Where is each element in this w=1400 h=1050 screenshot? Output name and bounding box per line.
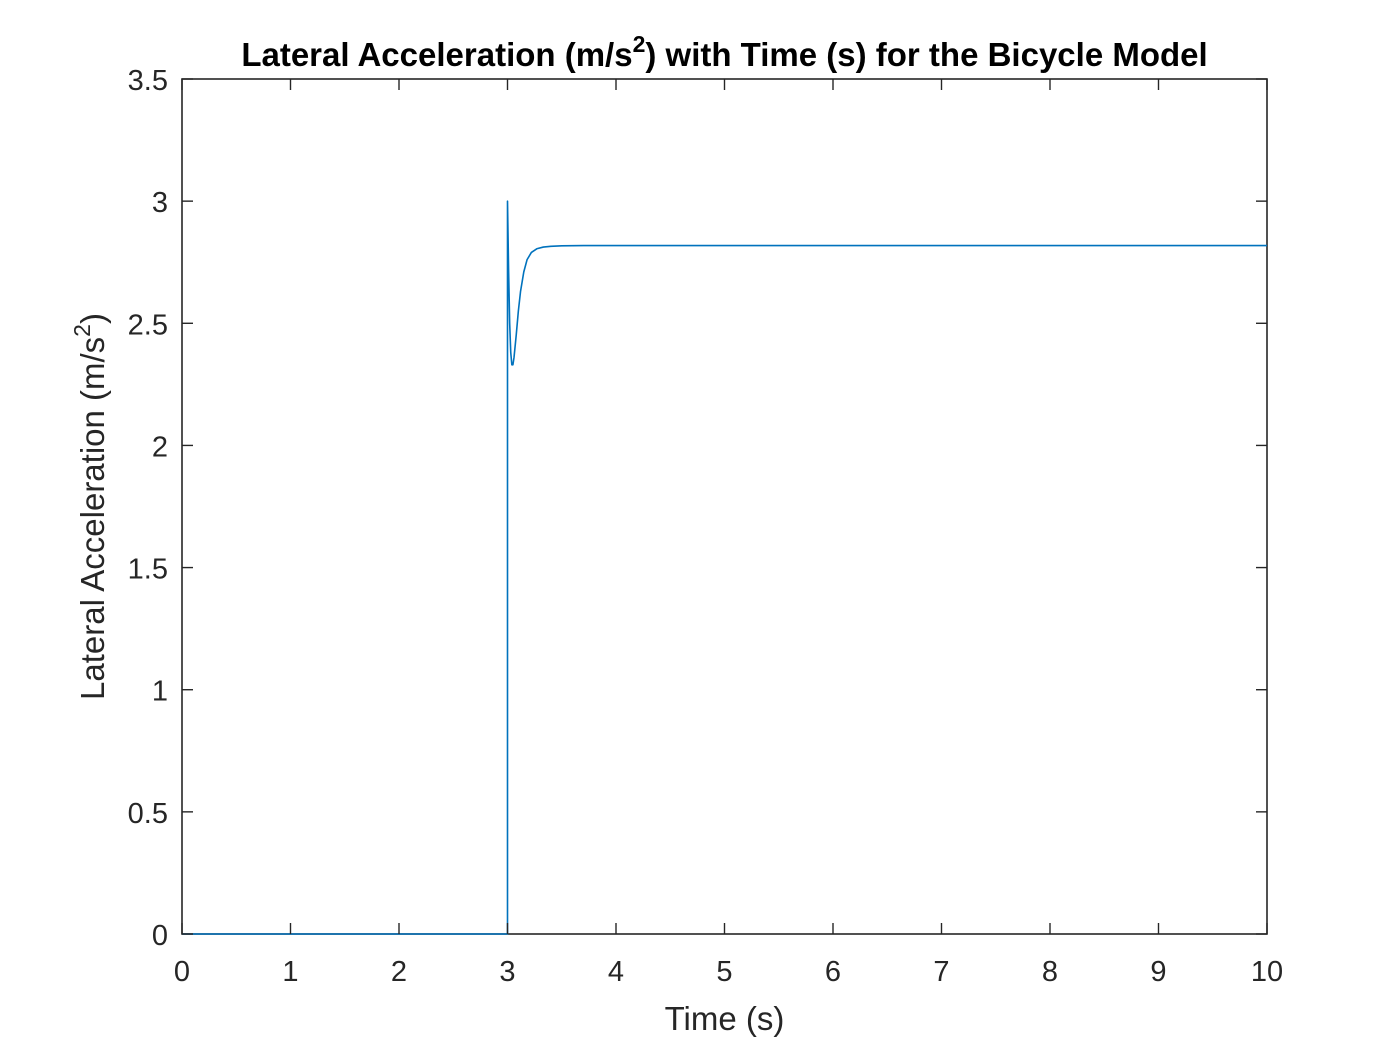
x-tick-label: 7 [933,956,949,988]
x-tick-label: 5 [716,956,732,988]
y-tick-label: 2 [152,431,168,463]
y-tick-label: 1 [152,676,168,708]
y-tick-label: 1.5 [128,554,168,586]
x-tick-label: 6 [825,956,841,988]
x-axis: 0 1 2 3 4 5 6 7 8 9 10 [174,79,1283,988]
y-axis-label: Lateral Acceleration (m/s2) [69,313,111,700]
title-part: Lateral Acceleration (m/s [241,36,632,73]
x-tick-label: 8 [1042,956,1058,988]
x-axis-label: Time (s) [665,1000,785,1037]
axes-box [181,78,1268,935]
x-tick-label: 4 [608,956,624,988]
y-tick-label: 0 [152,920,168,952]
y-label-part: Lateral Acceleration (m/s [74,337,111,700]
chart-title-text: Lateral Acceleration (m/s2) with Time (s… [241,31,1207,73]
y-tick-label: 0.5 [128,798,168,830]
title-part: ) with Time (s) for the Bicycle Model [645,36,1207,73]
y-tick-label: 3 [152,187,168,219]
y-label-part: ) [74,313,111,324]
chart-title: Lateral Acceleration (m/s2) with Time (s… [241,31,1207,73]
title-superscript: 2 [633,31,646,57]
x-tick-label: 1 [282,956,298,988]
series-line [182,200,1267,935]
x-tick-label: 2 [391,956,407,988]
plot-area [181,78,1268,935]
y-tick-label: 3.5 [128,65,168,97]
y-axis-label-text: Lateral Acceleration (m/s2) [69,313,111,700]
x-axis-label-text: Time (s) [665,1000,785,1037]
x-tick-label: 10 [1251,956,1283,988]
y-tick-label: 2.5 [128,309,168,341]
x-tick-label: 0 [174,956,190,988]
y-label-superscript: 2 [69,324,95,337]
y-axis: 0 0.5 1 1.5 2 2.5 3 3.5 [128,65,1267,952]
x-tick-label: 3 [499,956,515,988]
x-tick-label: 9 [1150,956,1166,988]
